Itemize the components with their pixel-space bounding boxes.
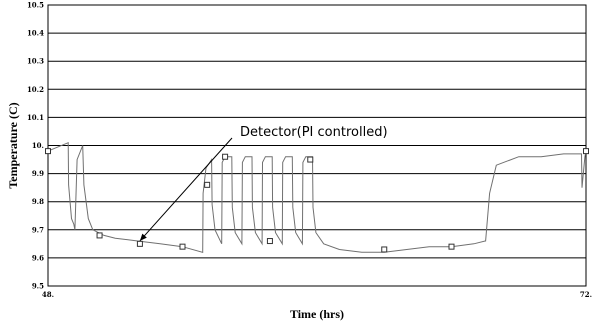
data-marker [204, 181, 211, 188]
x-tick-label: 72. [580, 290, 592, 299]
y-tick-label: 9.5 [32, 282, 44, 291]
y-tick-label: 10. [32, 141, 44, 150]
x-axis-title: Time (hrs) [290, 307, 344, 321]
plot-area [47, 4, 587, 287]
data-marker [45, 148, 51, 155]
y-tick-label: 9.9 [32, 169, 44, 178]
y-tick-label: 10.3 [27, 57, 44, 66]
annotation-arrowhead [139, 233, 147, 241]
data-marker [583, 148, 589, 155]
data-marker [266, 238, 273, 245]
x-tick-label: 48. [42, 290, 54, 299]
data-markers [45, 148, 589, 253]
y-tick-label: 9.6 [32, 253, 44, 262]
data-marker [381, 246, 388, 253]
x-axis-ticks: 48. 72. [42, 290, 592, 299]
data-marker [222, 153, 229, 160]
y-tick-label: 10.1 [27, 113, 44, 122]
y-tick-label: 9.8 [32, 197, 44, 206]
temperature-series-line [47, 141, 587, 253]
y-tick-label: 10.2 [27, 85, 44, 94]
data-marker [136, 240, 143, 247]
annotation-label: Detector(PI controlled) [240, 125, 388, 140]
data-marker [179, 243, 186, 250]
y-tick-label: 10.4 [27, 29, 44, 38]
data-marker [448, 243, 455, 250]
y-axis-title: Temperature (C) [6, 102, 20, 188]
y-axis-ticks: 9.5 9.6 9.7 9.8 9.9 10. 10.1 10.2 10.3 10.4 10.5 [27, 1, 44, 291]
gridlines [48, 4, 586, 287]
data-marker [96, 232, 103, 239]
annotation-arrow [139, 137, 233, 242]
y-tick-label: 9.7 [32, 225, 44, 234]
data-marker [307, 156, 314, 163]
y-tick-label: 10.5 [27, 1, 44, 10]
